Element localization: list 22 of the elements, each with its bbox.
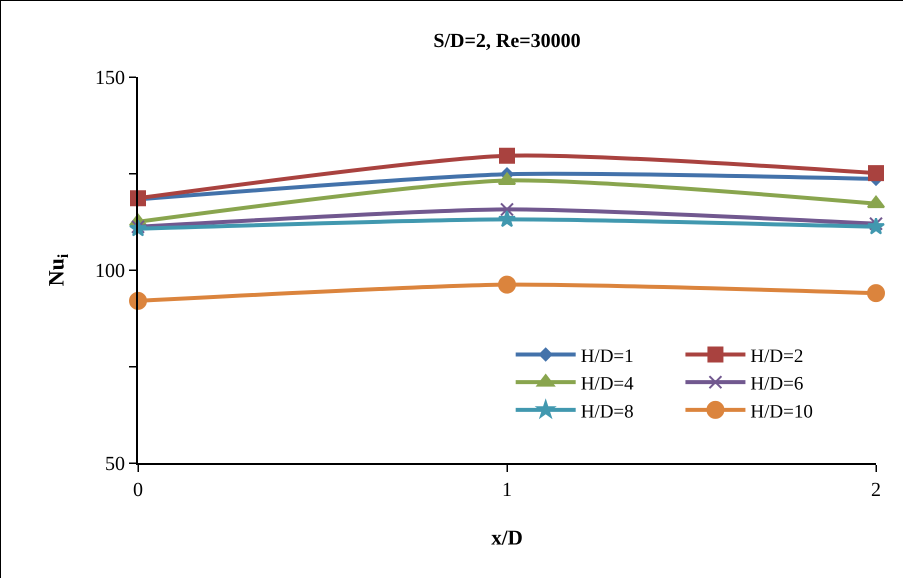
legend-label: H/D=2 xyxy=(750,346,804,367)
point xyxy=(498,210,516,228)
y-tick-label: 150 xyxy=(95,67,125,89)
x-tick-label: 0 xyxy=(133,479,143,501)
y-tick-label: 50 xyxy=(105,453,125,475)
chart-title: S/D=2, Re=30000 xyxy=(433,30,581,52)
legend-label: H/D=6 xyxy=(750,374,804,395)
x-axis-title: x/D xyxy=(491,526,523,550)
point xyxy=(868,165,884,182)
x-tick-label: 1 xyxy=(502,479,512,501)
x-tick-label: 2 xyxy=(871,479,881,501)
y-tick-label: 100 xyxy=(95,260,125,282)
point xyxy=(867,217,885,235)
point xyxy=(499,148,515,164)
legend-label: H/D=8 xyxy=(580,401,634,422)
legend-label: H/D=4 xyxy=(580,374,634,395)
legend-label: H/D=10 xyxy=(750,401,813,422)
point xyxy=(500,202,514,216)
point xyxy=(498,276,516,294)
point xyxy=(869,216,883,231)
legend-label: H/D=1 xyxy=(580,346,634,367)
point xyxy=(867,284,885,302)
